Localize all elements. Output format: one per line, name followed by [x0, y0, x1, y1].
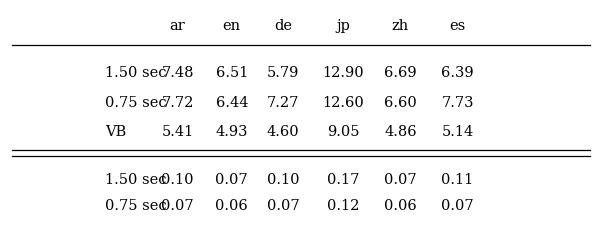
Text: 0.07: 0.07	[441, 198, 474, 212]
Text: 0.10: 0.10	[267, 172, 299, 186]
Text: jp: jp	[336, 19, 350, 33]
Text: 0.17: 0.17	[327, 172, 359, 186]
Text: 6.44: 6.44	[216, 95, 248, 109]
Text: 6.69: 6.69	[384, 66, 417, 80]
Text: 1.50 sec: 1.50 sec	[105, 172, 167, 186]
Text: 5.14: 5.14	[441, 125, 474, 139]
Text: 5.79: 5.79	[267, 66, 299, 80]
Text: 4.86: 4.86	[384, 125, 417, 139]
Text: 0.12: 0.12	[327, 198, 359, 212]
Text: 12.90: 12.90	[322, 66, 364, 80]
Text: ar: ar	[170, 19, 185, 33]
Text: 7.73: 7.73	[441, 95, 474, 109]
Text: de: de	[274, 19, 292, 33]
Text: 4.93: 4.93	[216, 125, 248, 139]
Text: 0.07: 0.07	[161, 198, 194, 212]
Text: 6.51: 6.51	[216, 66, 248, 80]
Text: 9.05: 9.05	[327, 125, 359, 139]
Text: 6.60: 6.60	[384, 95, 417, 109]
Text: en: en	[223, 19, 241, 33]
Text: 0.07: 0.07	[267, 198, 299, 212]
Text: zh: zh	[392, 19, 409, 33]
Text: 7.48: 7.48	[161, 66, 194, 80]
Text: 0.07: 0.07	[216, 172, 248, 186]
Text: 12.60: 12.60	[322, 95, 364, 109]
Text: 1.50 sec: 1.50 sec	[105, 66, 167, 80]
Text: 0.75 sec: 0.75 sec	[105, 198, 167, 212]
Text: 0.10: 0.10	[161, 172, 194, 186]
Text: 0.07: 0.07	[384, 172, 417, 186]
Text: 0.11: 0.11	[441, 172, 474, 186]
Text: 7.72: 7.72	[161, 95, 194, 109]
Text: 7.27: 7.27	[267, 95, 299, 109]
Text: 6.39: 6.39	[441, 66, 474, 80]
Text: VB: VB	[105, 125, 126, 139]
Text: 0.75 sec: 0.75 sec	[105, 95, 167, 109]
Text: 5.41: 5.41	[161, 125, 194, 139]
Text: 4.60: 4.60	[267, 125, 299, 139]
Text: 0.06: 0.06	[216, 198, 248, 212]
Text: es: es	[450, 19, 465, 33]
Text: 0.06: 0.06	[384, 198, 417, 212]
